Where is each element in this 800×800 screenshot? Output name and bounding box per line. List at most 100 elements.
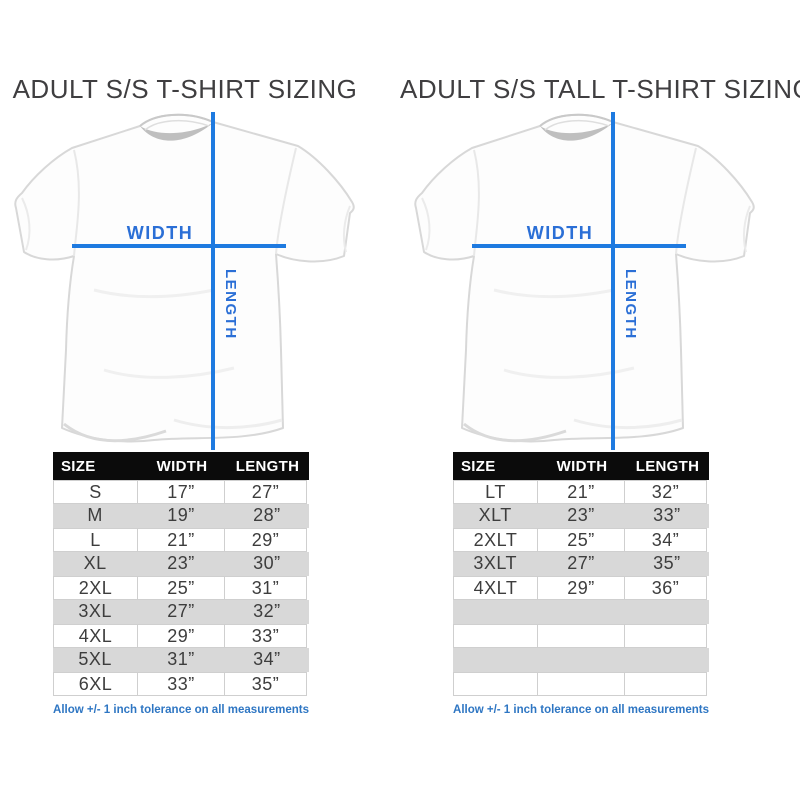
length-measurement-line <box>611 112 615 450</box>
table-row: 5XL 31” 34” <box>53 648 309 672</box>
table-cell <box>537 624 625 648</box>
table-cell: 33” <box>653 505 681 525</box>
table-cell: 5XL <box>78 649 112 669</box>
table-row: 4XLT 29” 36” <box>453 576 709 600</box>
table-cell: S <box>53 480 138 504</box>
table-cell <box>624 624 707 648</box>
tshirt-diagram: WIDTH LENGTH <box>400 110 800 450</box>
table-cell <box>537 672 625 696</box>
table-cell: 27” <box>224 480 307 504</box>
table-cell: 25” <box>537 528 625 552</box>
page-title: ADULT S/S T-SHIRT SIZING <box>12 74 358 104</box>
table-cell <box>453 600 537 624</box>
table-cell: 21” <box>137 528 225 552</box>
panel-regular-sizing: ADULT S/S T-SHIRT SIZING WIDTH LENGTH <box>0 74 400 716</box>
header-size: SIZE <box>461 457 496 475</box>
tshirt-illustration <box>14 113 355 443</box>
table-cell <box>453 672 538 696</box>
table-row: 3XL 27” 32” <box>53 600 309 624</box>
table-row: 2XLT 25” 34” <box>453 528 709 552</box>
table-cell: 4XL <box>53 624 138 648</box>
table-row: 3XLT 27” 35” <box>453 552 709 576</box>
page-title: ADULT S/S TALL T-SHIRT SIZING <box>400 74 800 104</box>
length-label: LENGTH <box>222 269 239 340</box>
tolerance-note: Allow +/- 1 inch tolerance on all measur… <box>53 704 309 716</box>
tshirt-illustration <box>414 113 755 443</box>
table-cell: 33” <box>224 624 307 648</box>
table-cell: 31” <box>224 576 307 600</box>
table-row: 6XL 33” 35” <box>53 672 309 696</box>
table-cell <box>537 648 624 672</box>
tshirt-diagram: WIDTH LENGTH <box>0 110 400 450</box>
table-row: LT 21” 32” <box>453 480 709 504</box>
table-header-row: SIZE WIDTH LENGTH <box>53 452 309 480</box>
table-cell: 3XLT <box>473 553 518 573</box>
table-cell <box>624 672 707 696</box>
table-cell <box>625 648 709 672</box>
table-row: S 17” 27” <box>53 480 309 504</box>
table-cell: 34” <box>624 528 707 552</box>
table-cell: 6XL <box>53 672 138 696</box>
table-row: M 19” 28” <box>53 504 309 528</box>
table-row <box>453 672 709 696</box>
table-cell: M <box>87 505 103 525</box>
table-cell: 25” <box>137 576 225 600</box>
table-cell: 3XL <box>78 601 112 621</box>
panel-tall-sizing: ADULT S/S TALL T-SHIRT SIZING WIDTH LENG… <box>400 0 800 800</box>
table-cell: LT <box>453 480 538 504</box>
header-length: LENGTH <box>235 457 300 475</box>
table-cell: 4XLT <box>453 576 538 600</box>
table-cell: 2XL <box>53 576 138 600</box>
length-label: LENGTH <box>622 269 639 340</box>
table-cell: XL <box>83 553 107 573</box>
header-size: SIZE <box>61 457 96 475</box>
table-row <box>453 648 709 672</box>
table-body: LT 21” 32” XLT 23” 33” 2XLT 25” 34” 3XLT 27” 35” 4XL… <box>453 480 709 696</box>
length-measurement-line <box>211 112 215 450</box>
table-cell: 30” <box>253 553 281 573</box>
table-cell: 2XLT <box>453 528 538 552</box>
size-table-regular: SIZE WIDTH LENGTH S 17” 27” M 19” 28” L 21” 29” X… <box>53 452 309 696</box>
size-table-tall: SIZE WIDTH LENGTH LT 21” 32” XLT 23” 33” 2XLT 2… <box>453 452 709 696</box>
table-row: 2XL 25” 31” <box>53 576 309 600</box>
table-cell: 17” <box>137 480 225 504</box>
table-cell: 29” <box>537 576 625 600</box>
table-body: S 17” 27” M 19” 28” L 21” 29” XL 23” 30” 2XL 25” 31” 3X… <box>53 480 309 696</box>
table-cell: 23” <box>167 553 195 573</box>
table-cell: 21” <box>537 480 625 504</box>
table-cell: 27” <box>167 601 195 621</box>
header-width: WIDTH <box>556 457 608 475</box>
table-header-row: SIZE WIDTH LENGTH <box>453 452 709 480</box>
table-cell: 32” <box>624 480 707 504</box>
table-row <box>453 600 709 624</box>
table-cell: 31” <box>167 649 195 669</box>
table-cell <box>453 648 537 672</box>
table-row: L 21” 29” <box>53 528 309 552</box>
table-cell: 19” <box>167 505 195 525</box>
table-cell: XLT <box>478 505 512 525</box>
table-cell: 27” <box>567 553 595 573</box>
table-cell: 36” <box>624 576 707 600</box>
table-cell: 35” <box>653 553 681 573</box>
tolerance-note: Allow +/- 1 inch tolerance on all measur… <box>453 704 709 716</box>
table-cell: L <box>53 528 138 552</box>
table-row: XL 23” 30” <box>53 552 309 576</box>
table-row: 4XL 29” 33” <box>53 624 309 648</box>
table-cell <box>625 600 709 624</box>
table-cell: 29” <box>224 528 307 552</box>
table-cell <box>453 624 538 648</box>
table-row <box>453 624 709 648</box>
width-label: WIDTH <box>126 223 194 243</box>
width-measurement-line <box>472 244 686 248</box>
table-row: XLT 23” 33” <box>453 504 709 528</box>
width-label: WIDTH <box>526 223 594 243</box>
width-measurement-line <box>72 244 286 248</box>
table-cell <box>537 600 624 624</box>
table-cell: 32” <box>253 601 281 621</box>
header-width: WIDTH <box>156 457 208 475</box>
header-length: LENGTH <box>635 457 700 475</box>
table-cell: 28” <box>253 505 281 525</box>
table-cell: 34” <box>253 649 281 669</box>
table-cell: 35” <box>224 672 307 696</box>
